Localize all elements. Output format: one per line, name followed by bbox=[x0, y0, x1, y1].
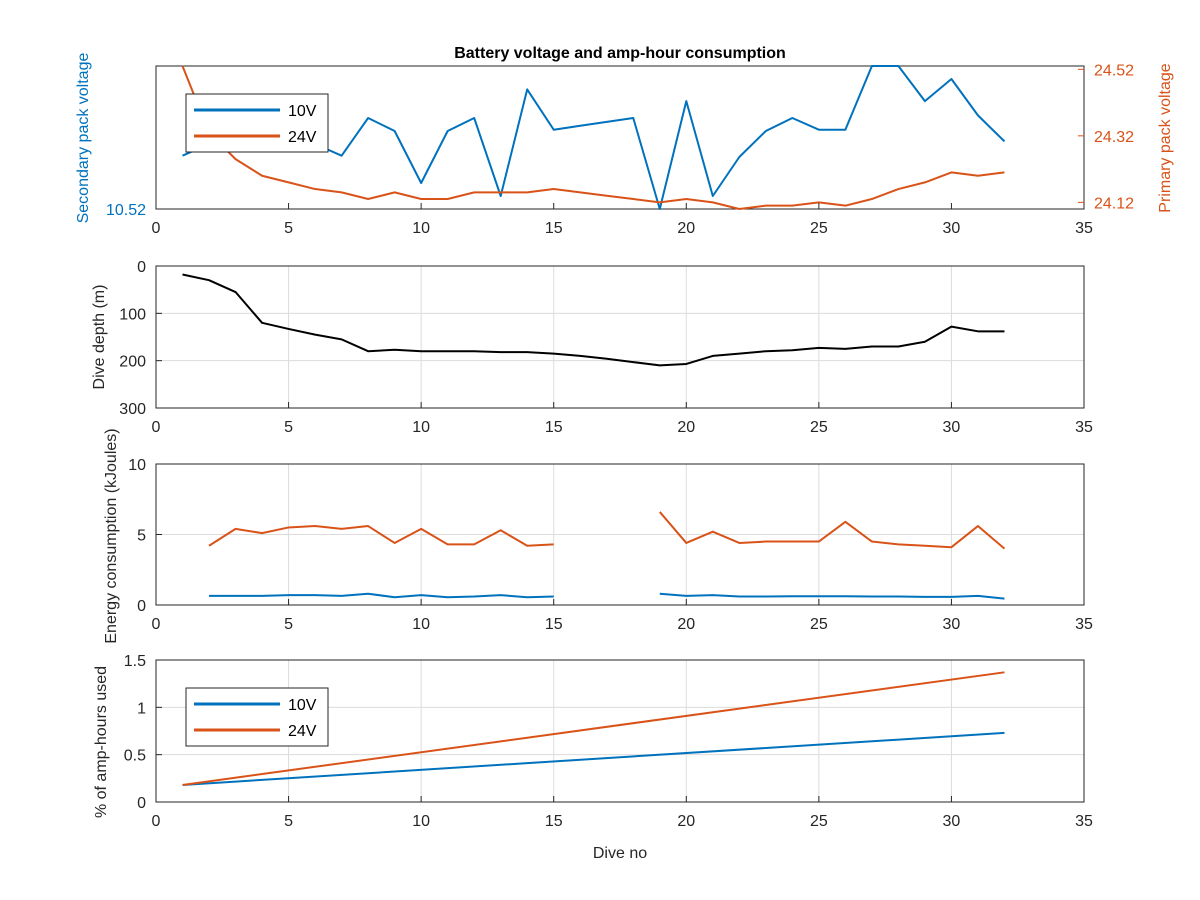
x-tick-label: 10 bbox=[412, 616, 430, 633]
x-tick-label: 0 bbox=[152, 813, 161, 830]
chart-title: Battery voltage and amp-hour consumption bbox=[454, 45, 786, 62]
y-tick-label: 0 bbox=[137, 598, 146, 615]
amphour-panel-x-ticks: 0 5 10 15 20 25 30 35 bbox=[152, 796, 1093, 830]
x-axis-label: Dive no bbox=[593, 845, 647, 862]
amphour-legend-box bbox=[185, 687, 329, 747]
voltage-panel-left-ticks: 10.52 bbox=[106, 202, 162, 219]
right-tick-label: 24.32 bbox=[1094, 129, 1134, 146]
voltage-legend-box bbox=[185, 93, 329, 153]
y-tick-label: 5 bbox=[137, 528, 146, 545]
y-tick-label: 0 bbox=[137, 259, 146, 276]
energy-series-line-24v-segment-2 bbox=[659, 511, 1006, 550]
x-tick-label: 15 bbox=[545, 813, 563, 830]
x-tick-label: 30 bbox=[943, 419, 961, 436]
energy-panel-x-ticks: 0 5 10 15 20 25 30 35 bbox=[152, 599, 1093, 633]
x-tick-label: 5 bbox=[284, 813, 293, 830]
energy-series-line-24v-segment-1 bbox=[208, 525, 554, 547]
depth-panel-frame bbox=[155, 265, 1085, 409]
amphour-panel-y-ticks: 0 0.5 1 1.5 bbox=[124, 653, 162, 812]
x-tick-label: 20 bbox=[677, 813, 695, 830]
x-tick-label: 35 bbox=[1075, 813, 1093, 830]
energy-panel: 0 5 10 15 20 25 30 35 0 5 10 Energy consumption (… bbox=[103, 428, 1093, 643]
x-tick-label: 25 bbox=[810, 220, 828, 237]
voltage-series-line-24v bbox=[181, 65, 1005, 210]
y-tick-label: 0.5 bbox=[124, 748, 146, 765]
amphour-panel-frame bbox=[155, 659, 1085, 803]
voltage-panel-x-ticks: 0 5 10 15 20 25 30 35 bbox=[152, 203, 1093, 237]
x-tick-label: 5 bbox=[284, 419, 293, 436]
depth-panel-x-ticks: 0 5 10 15 20 25 30 35 bbox=[152, 402, 1093, 436]
x-tick-label: 25 bbox=[810, 813, 828, 830]
x-tick-label: 25 bbox=[810, 419, 828, 436]
x-tick-label: 0 bbox=[152, 419, 161, 436]
x-tick-label: 0 bbox=[152, 616, 161, 633]
amphour-series-line-24v bbox=[182, 671, 1005, 786]
x-tick-label: 15 bbox=[545, 419, 563, 436]
depth-panel-y-ticks: 0 100 200 300 bbox=[119, 259, 162, 418]
x-tick-label: 20 bbox=[677, 220, 695, 237]
primary-voltage-axis-label: Primary pack voltage bbox=[1157, 63, 1174, 212]
x-tick-label: 30 bbox=[943, 813, 961, 830]
x-tick-label: 20 bbox=[677, 616, 695, 633]
x-tick-label: 15 bbox=[545, 616, 563, 633]
amphour-legend-label-10v: 10V bbox=[288, 697, 317, 714]
secondary-voltage-axis-label: Secondary pack voltage bbox=[75, 53, 92, 224]
energy-series-line-10v-segment-2 bbox=[659, 592, 1005, 600]
y-tick-label: 100 bbox=[119, 306, 146, 323]
amphour-panel-series bbox=[182, 671, 1005, 786]
energy-panel-y-ticks: 0 5 10 bbox=[128, 457, 162, 615]
x-tick-label: 25 bbox=[810, 616, 828, 633]
voltage-panel-frame bbox=[155, 65, 1085, 210]
x-tick-label: 30 bbox=[943, 220, 961, 237]
x-tick-label: 35 bbox=[1075, 419, 1093, 436]
amphour-axis-label: % of amp-hours used bbox=[93, 666, 110, 818]
voltage-legend: 10V 24V bbox=[185, 93, 329, 153]
x-tick-label: 5 bbox=[284, 616, 293, 633]
voltage-legend-label-24v: 24V bbox=[288, 129, 317, 146]
energy-axis-label: Energy consumption (kJoules) bbox=[103, 428, 120, 643]
x-tick-label: 5 bbox=[284, 220, 293, 237]
amphour-legend: 10V 24V bbox=[185, 687, 329, 747]
y-tick-label: 10 bbox=[128, 457, 146, 474]
depth-series-line bbox=[182, 273, 1005, 367]
voltage-panel-right-ticks: 24.52 24.32 24.12 bbox=[1078, 62, 1134, 212]
x-tick-label: 15 bbox=[545, 220, 563, 237]
amphour-panel: 0 5 10 15 20 25 30 35 0 0.5 1 1.5 % of amp-hours u… bbox=[93, 653, 1093, 862]
right-tick-label: 24.12 bbox=[1094, 195, 1134, 212]
amphour-series-line-10v bbox=[182, 731, 1005, 786]
x-tick-label: 20 bbox=[677, 419, 695, 436]
x-tick-label: 10 bbox=[412, 813, 430, 830]
x-tick-label: 35 bbox=[1075, 616, 1093, 633]
energy-panel-series bbox=[208, 511, 1006, 600]
y-tick-label: 300 bbox=[119, 401, 146, 418]
x-tick-label: 0 bbox=[152, 220, 161, 237]
depth-panel: 0 5 10 15 20 25 30 35 0 100 200 300 Dive depth (m) bbox=[91, 259, 1093, 436]
energy-series-line-10v-segment-1 bbox=[209, 592, 554, 599]
left-tick-label: 10.52 bbox=[106, 202, 146, 219]
depth-panel-series bbox=[182, 273, 1005, 367]
voltage-panel: 0 5 10 15 20 25 30 35 10.52 24.52 24.32 24.12 Bat… bbox=[75, 45, 1174, 237]
x-tick-label: 35 bbox=[1075, 220, 1093, 237]
amphour-legend-label-24v: 24V bbox=[288, 723, 317, 740]
y-tick-label: 200 bbox=[119, 354, 146, 371]
x-tick-label: 10 bbox=[412, 419, 430, 436]
depth-axis-label: Dive depth (m) bbox=[91, 285, 108, 390]
voltage-legend-label-10v: 10V bbox=[288, 103, 317, 120]
y-tick-label: 1 bbox=[137, 700, 146, 717]
y-tick-label: 0 bbox=[137, 795, 146, 812]
x-tick-label: 10 bbox=[412, 220, 430, 237]
y-tick-label: 1.5 bbox=[124, 653, 146, 670]
x-tick-label: 30 bbox=[943, 616, 961, 633]
right-tick-label: 24.52 bbox=[1094, 62, 1134, 79]
